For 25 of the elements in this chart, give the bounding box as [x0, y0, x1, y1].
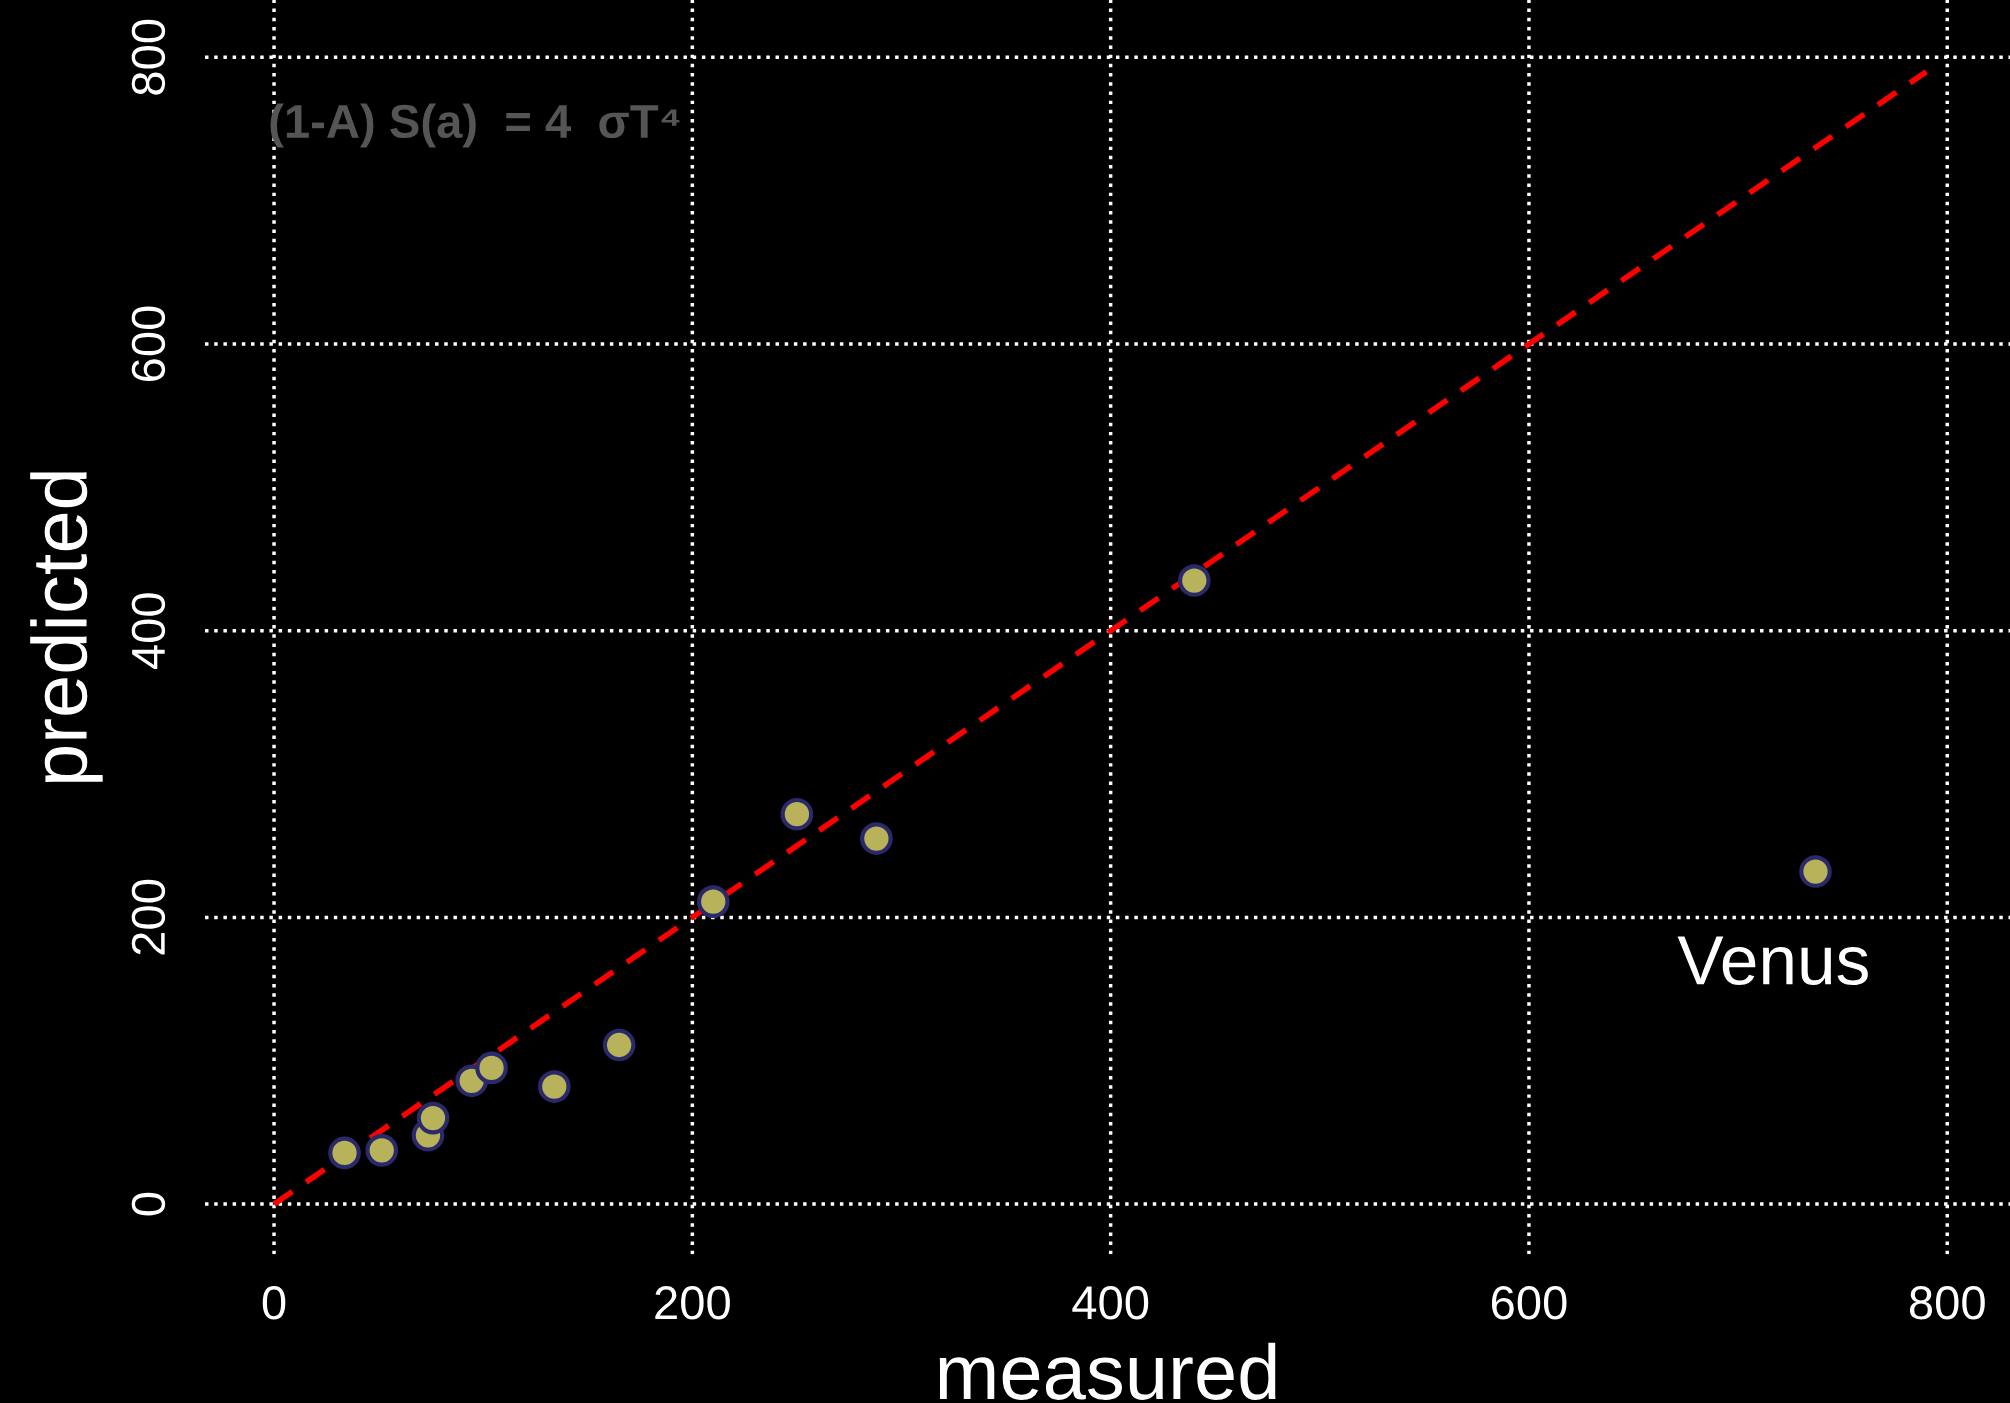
point	[416, 1101, 450, 1135]
point	[602, 1028, 636, 1062]
y-axis-title: predicted	[30, 472, 103, 783]
point	[1177, 564, 1211, 597]
y-tick-label: 600	[131, 306, 166, 382]
point	[328, 1136, 361, 1170]
point	[780, 797, 814, 831]
annotation: Venus	[1677, 936, 1868, 986]
point	[696, 885, 730, 918]
point	[1799, 855, 1832, 888]
x-tick-label: 600	[1491, 1286, 1567, 1320]
annotation: (1-A) S(a) = 4 σT⁴	[270, 103, 680, 148]
y-tick-label: 200	[131, 879, 166, 955]
y-tick-label: 800	[131, 19, 166, 95]
x-tick-label: 800	[1909, 1286, 1985, 1320]
y-tick-label: 0	[131, 1192, 166, 1216]
x-tick-label: 0	[262, 1286, 286, 1320]
point	[365, 1134, 399, 1167]
x-tick-label: 400	[1072, 1286, 1149, 1320]
x-axis-title: measured	[939, 1342, 1276, 1400]
x-tick-label: 200	[655, 1286, 730, 1320]
point	[537, 1070, 571, 1103]
point	[860, 822, 893, 855]
y-tick-label: 400	[131, 593, 166, 670]
point	[475, 1051, 508, 1085]
